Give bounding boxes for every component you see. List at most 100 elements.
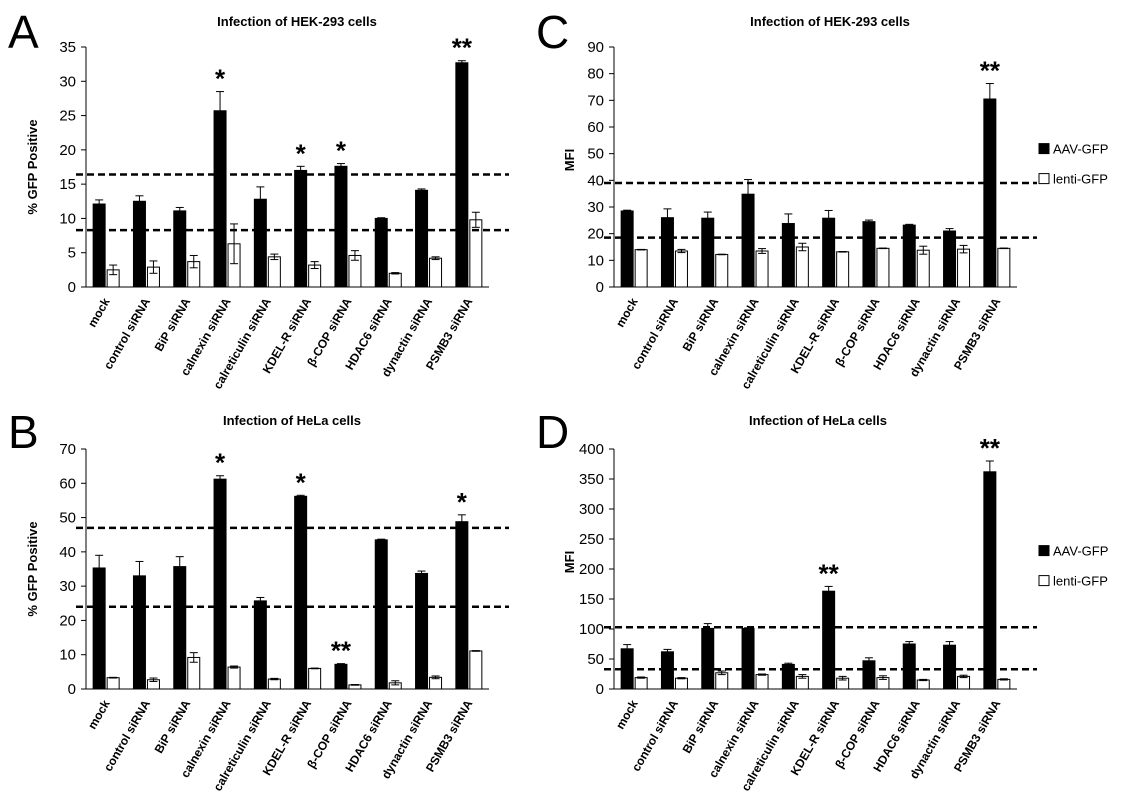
bar-lenti-gfp — [916, 679, 930, 690]
y-tick-label: 10 — [59, 647, 76, 664]
legend-label: lenti-GFP — [1053, 172, 1108, 187]
bar-lenti-gfp — [308, 667, 322, 690]
bar-aav-gfp — [334, 663, 348, 690]
bar-aav-gfp — [294, 495, 308, 690]
bar-lenti-gfp — [876, 247, 890, 288]
significance-marker: * — [457, 487, 468, 517]
bar-aav-gfp — [660, 217, 674, 288]
significance-marker: * — [215, 448, 226, 478]
y-tick-label: 10 — [59, 210, 76, 227]
bar-lenti-gfp — [469, 650, 483, 690]
legend-swatch — [1038, 545, 1050, 557]
legend-swatch — [1038, 575, 1050, 587]
panel-c: C Infection of HEK-293 cells MFI 0 10 20 30 40 5… — [536, 6, 1108, 391]
bar-aav-gfp — [701, 217, 715, 288]
y-tick-label: 20 — [59, 612, 76, 629]
bar-lenti-gfp — [916, 249, 930, 288]
y-tick-label: 30 — [59, 578, 76, 595]
bar-aav-gfp — [213, 478, 227, 690]
y-tick-label: 20 — [59, 142, 76, 159]
panel-a: A Infection of HEK-293 cells % GFP Positiv… — [8, 6, 509, 391]
panel-letter: C — [536, 6, 569, 58]
y-tick-label: 10 — [587, 252, 604, 269]
bar-aav-gfp — [902, 224, 916, 288]
bar-lenti-gfp — [755, 674, 769, 690]
significance-marker: * — [215, 64, 226, 94]
y-axis-label: % GFP Positive — [25, 119, 40, 214]
category-label: BiP siRNA — [152, 697, 194, 755]
panel-b: B Infection of HeLa cells % GFP Positive 0 1… — [8, 406, 509, 793]
bar-aav-gfp — [983, 471, 997, 690]
bar-aav-gfp — [374, 539, 388, 690]
bar-lenti-gfp — [634, 249, 648, 288]
chart-title: Infection of HeLa cells — [223, 413, 361, 428]
y-tick-label: 0 — [68, 279, 76, 296]
y-tick-label: 300 — [579, 501, 604, 518]
bar-aav-gfp — [173, 210, 187, 288]
bar-lenti-gfp — [997, 247, 1011, 288]
y-tick-label: 60 — [587, 119, 604, 136]
bar-aav-gfp — [862, 221, 876, 288]
bar-aav-gfp — [253, 198, 267, 288]
category-label: mock — [85, 697, 113, 731]
legend-label: lenti-GFP — [1053, 574, 1108, 589]
chart-title: Infection of HEK-293 cells — [217, 14, 377, 29]
y-tick-label: 50 — [59, 510, 76, 527]
y-tick-label: 30 — [587, 199, 604, 216]
bar-lenti-gfp — [957, 675, 971, 690]
panel-letter: B — [8, 406, 39, 458]
bar-aav-gfp — [132, 575, 146, 690]
bar-aav-gfp — [415, 572, 429, 690]
y-tick-label: 5 — [68, 245, 76, 262]
y-axis-label: % GFP Positive — [25, 521, 40, 616]
panel-d: D Infection of HeLa cells MFI 0 50 100 150 200 2… — [536, 406, 1108, 793]
significance-marker: ** — [819, 558, 840, 588]
bar-lenti-gfp — [388, 272, 402, 288]
y-tick-label: 250 — [579, 531, 604, 548]
y-tick-label: 150 — [579, 591, 604, 608]
chart-title: Infection of HeLa cells — [749, 413, 887, 428]
bar-lenti-gfp — [267, 256, 281, 288]
category-label: BiP siRNA — [152, 295, 194, 353]
y-tick-label: 80 — [587, 66, 604, 83]
bar-aav-gfp — [741, 627, 755, 690]
bar-lenti-gfp — [674, 250, 688, 288]
y-tick-label: 30 — [59, 73, 76, 90]
bar-lenti-gfp — [957, 248, 971, 288]
legend-swatch — [1038, 143, 1050, 155]
bar-aav-gfp — [701, 627, 715, 690]
category-label: mock — [613, 697, 641, 731]
bar-aav-gfp — [334, 165, 348, 288]
bar-aav-gfp — [374, 217, 388, 288]
bar-lenti-gfp — [755, 250, 769, 288]
bar-aav-gfp — [902, 643, 916, 690]
bar-aav-gfp — [92, 567, 106, 690]
y-tick-label: 0 — [596, 279, 604, 296]
bar-lenti-gfp — [267, 678, 281, 690]
category-label: mock — [613, 295, 641, 329]
y-tick-label: 50 — [587, 146, 604, 163]
significance-marker: ** — [980, 433, 1001, 463]
bar-lenti-gfp — [106, 677, 120, 690]
legend-swatch — [1038, 173, 1050, 185]
chart-title: Infection of HEK-293 cells — [750, 14, 910, 29]
y-tick-label: 40 — [587, 172, 604, 189]
bar-aav-gfp — [92, 203, 106, 288]
bar-lenti-gfp — [715, 672, 729, 690]
y-tick-label: 100 — [579, 621, 604, 638]
bar-aav-gfp — [415, 189, 429, 288]
y-tick-label: 35 — [59, 39, 76, 56]
bar-lenti-gfp — [429, 257, 443, 288]
bar-lenti-gfp — [997, 678, 1011, 690]
y-tick-label: 70 — [587, 92, 604, 109]
category-label: mock — [85, 295, 113, 329]
panel-letter: D — [536, 406, 569, 458]
bar-aav-gfp — [132, 200, 146, 288]
bar-aav-gfp — [455, 521, 469, 690]
significance-marker: * — [296, 467, 307, 497]
bar-lenti-gfp — [795, 246, 809, 288]
bar-aav-gfp — [253, 600, 267, 690]
y-tick-label: 20 — [587, 226, 604, 243]
legend-label: AAV-GFP — [1053, 544, 1108, 559]
bar-aav-gfp — [213, 110, 227, 288]
